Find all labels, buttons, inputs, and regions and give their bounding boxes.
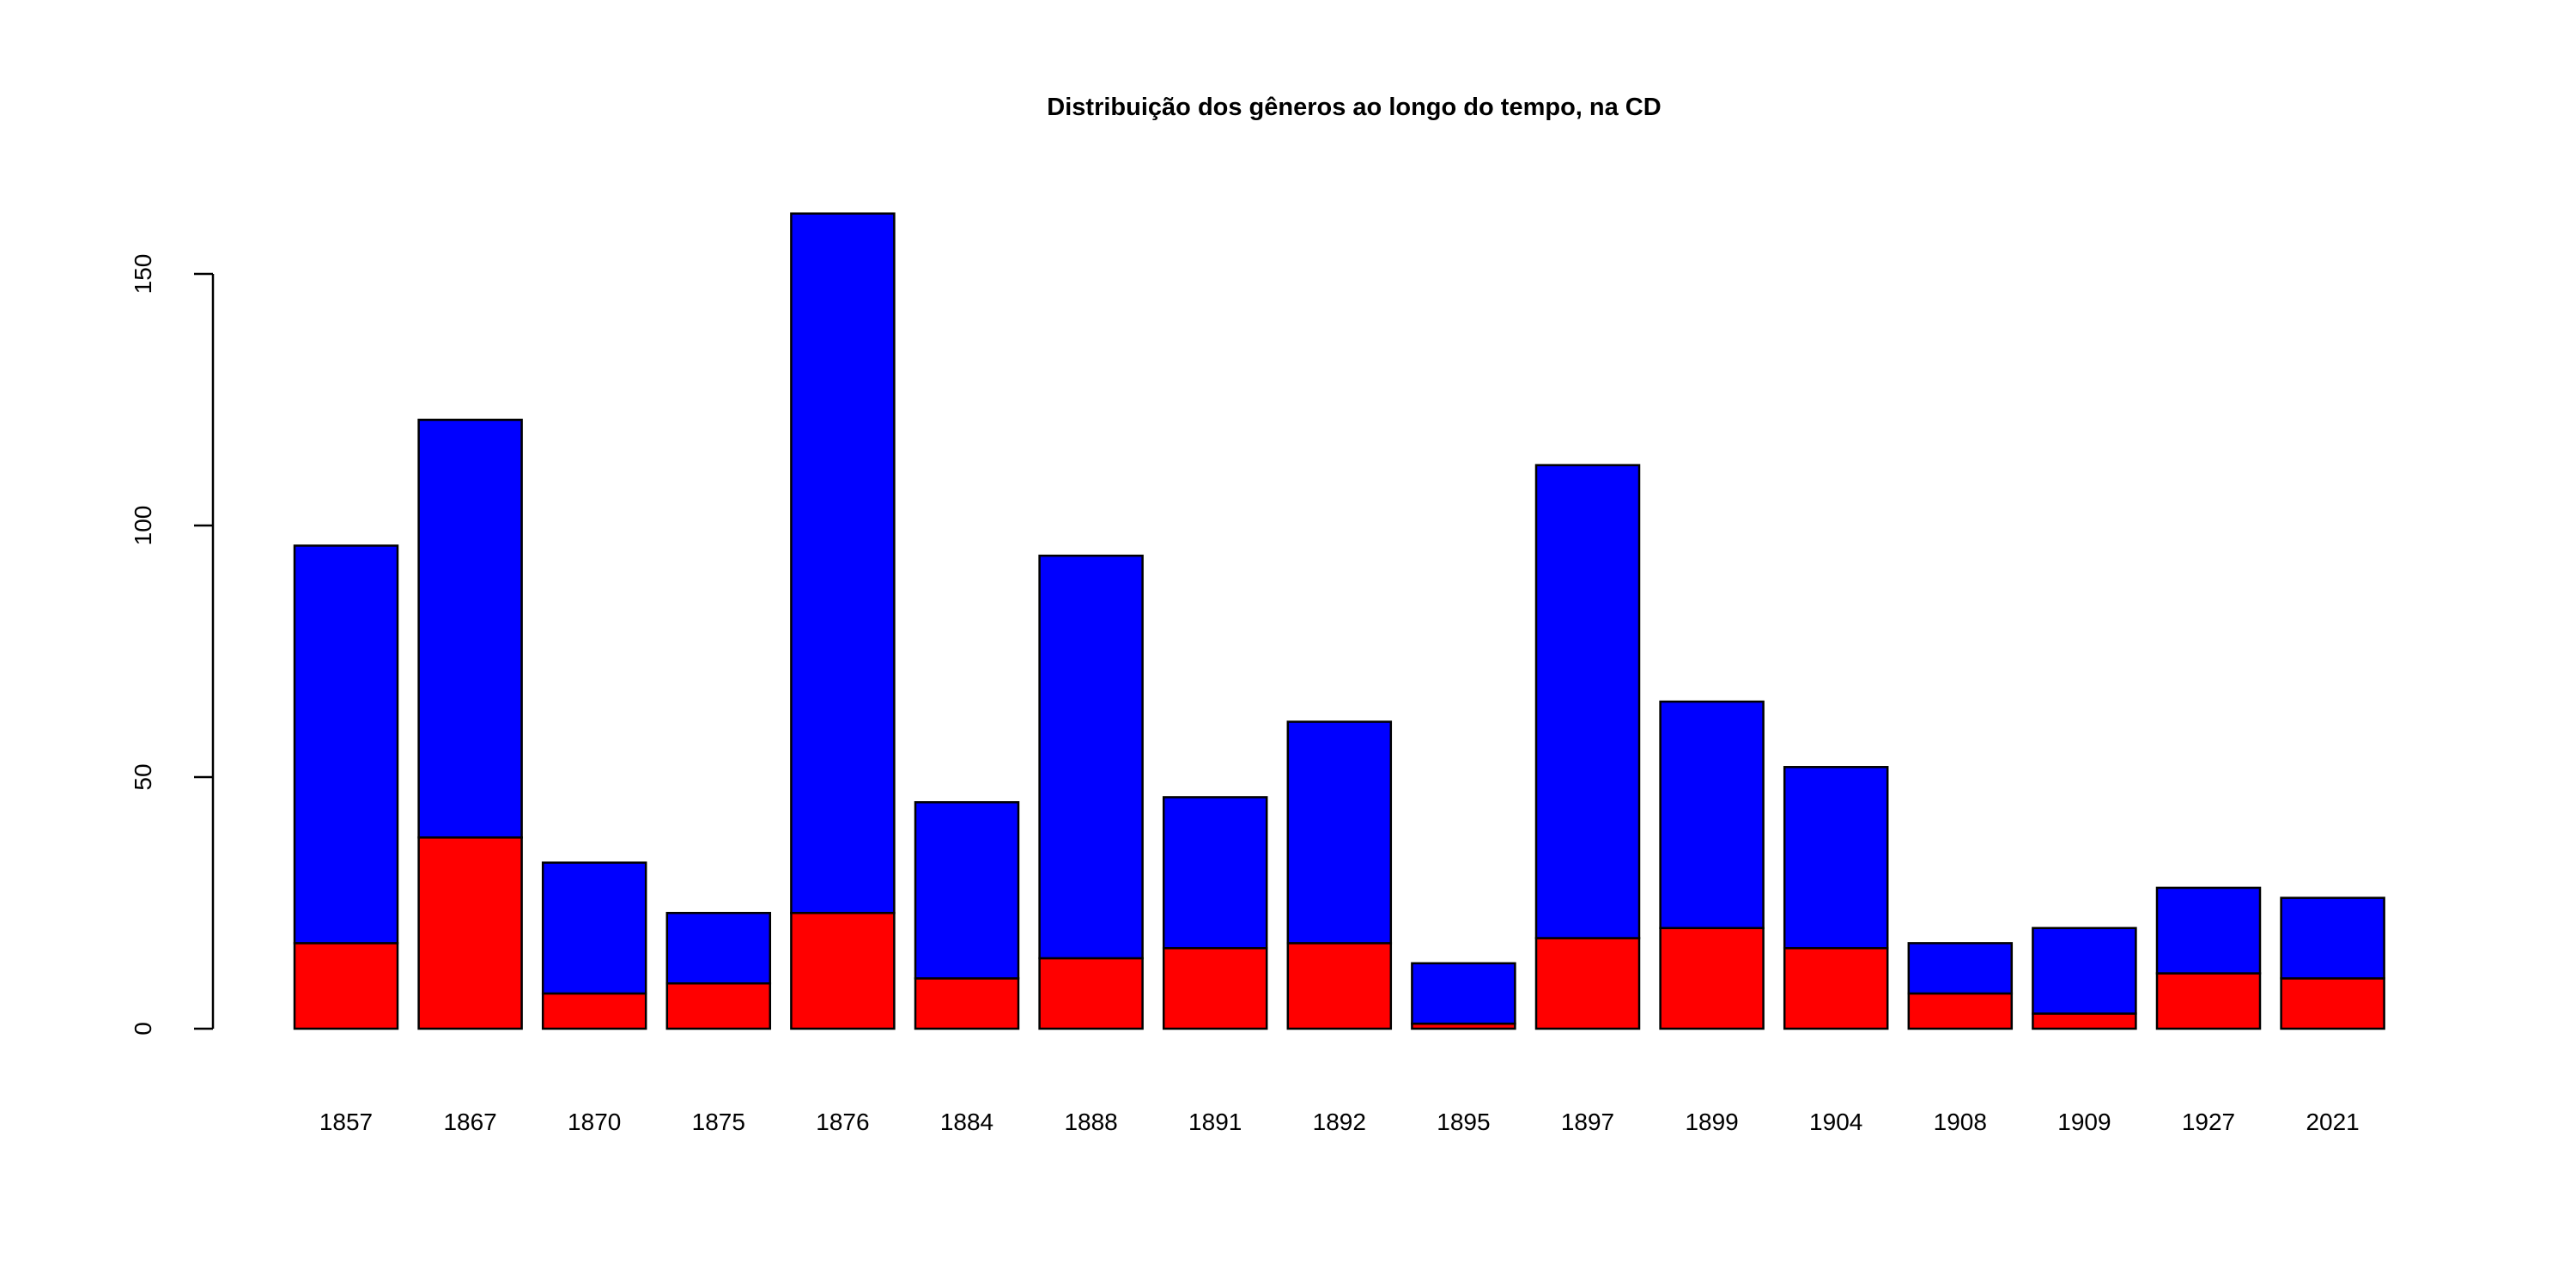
y-axis: 0 50 100 150	[130, 254, 215, 1036]
x-tick-label: 1927	[2182, 1109, 2235, 1135]
x-tick-label: 1904	[1809, 1109, 1862, 1135]
bar-red-2021	[2280, 977, 2385, 1030]
bar-red-1904	[1783, 946, 1889, 1030]
bar-blue-1876	[790, 212, 896, 914]
bar-red-1899	[1659, 927, 1765, 1030]
x-axis-labels: 1857 1867 1870 1875 1876 1884 1888 1891 1892 1895…	[319, 1109, 2360, 1135]
bar-blue-1904	[1783, 766, 1889, 950]
y-tick-label: 100	[130, 506, 156, 546]
x-tick-label: 1884	[940, 1109, 993, 1135]
bar-blue-1892	[1286, 720, 1393, 945]
bar-red-1908	[1907, 992, 2014, 1030]
bar-red-1891	[1162, 946, 1268, 1030]
bar-blue-1927	[2155, 886, 2262, 975]
x-tick-label: 1888	[1064, 1109, 1117, 1135]
bar-blue-1897	[1534, 464, 1641, 939]
bar-blue-1875	[665, 911, 772, 985]
x-tick-label: 1891	[1188, 1109, 1242, 1135]
x-tick-label: 1867	[443, 1109, 496, 1135]
bar-blue-2021	[2280, 896, 2385, 980]
y-tick-label: 50	[130, 763, 156, 790]
bar-red-1867	[417, 836, 523, 1030]
bars	[293, 212, 2385, 1030]
bar-red-1892	[1286, 942, 1393, 1030]
x-tick-label: 1857	[319, 1109, 373, 1135]
x-tick-label: 1892	[1313, 1109, 1366, 1135]
chart-title: Distribuição dos gêneros ao longo do tem…	[1047, 94, 1661, 121]
bar-red-1875	[665, 982, 772, 1030]
bar-red-1876	[790, 911, 896, 1030]
bar-blue-1867	[417, 418, 523, 839]
x-tick-label: 1899	[1685, 1109, 1738, 1135]
x-tick-label: 1909	[2057, 1109, 2111, 1135]
y-tick-label: 150	[130, 254, 156, 295]
bar-blue-1909	[2032, 927, 2137, 1015]
x-tick-label: 1870	[568, 1109, 621, 1135]
bar-blue-1895	[1411, 962, 1516, 1025]
x-tick-label: 1908	[1934, 1109, 1987, 1135]
bar-blue-1899	[1659, 700, 1765, 930]
x-tick-label: 1897	[1561, 1109, 1614, 1135]
bar-blue-1891	[1162, 796, 1268, 950]
bar-red-1927	[2155, 972, 2262, 1030]
x-tick-label: 2021	[2306, 1109, 2359, 1135]
bar-blue-1888	[1038, 554, 1144, 960]
bar-red-1888	[1038, 957, 1144, 1030]
y-tick-label: 0	[130, 1022, 156, 1036]
bar-red-1897	[1534, 937, 1641, 1030]
bar-red-1870	[541, 992, 647, 1030]
x-tick-label: 1876	[816, 1109, 869, 1135]
bar-blue-1884	[914, 801, 1020, 980]
bar-red-1909	[2032, 1012, 2137, 1030]
x-tick-label: 1895	[1437, 1109, 1490, 1135]
x-tick-label: 1875	[692, 1109, 745, 1135]
bar-blue-1857	[293, 544, 399, 945]
bar-red-1884	[914, 977, 1020, 1030]
bar-blue-1870	[541, 861, 647, 995]
bar-blue-1908	[1907, 942, 2014, 995]
bar-red-1857	[293, 942, 399, 1030]
